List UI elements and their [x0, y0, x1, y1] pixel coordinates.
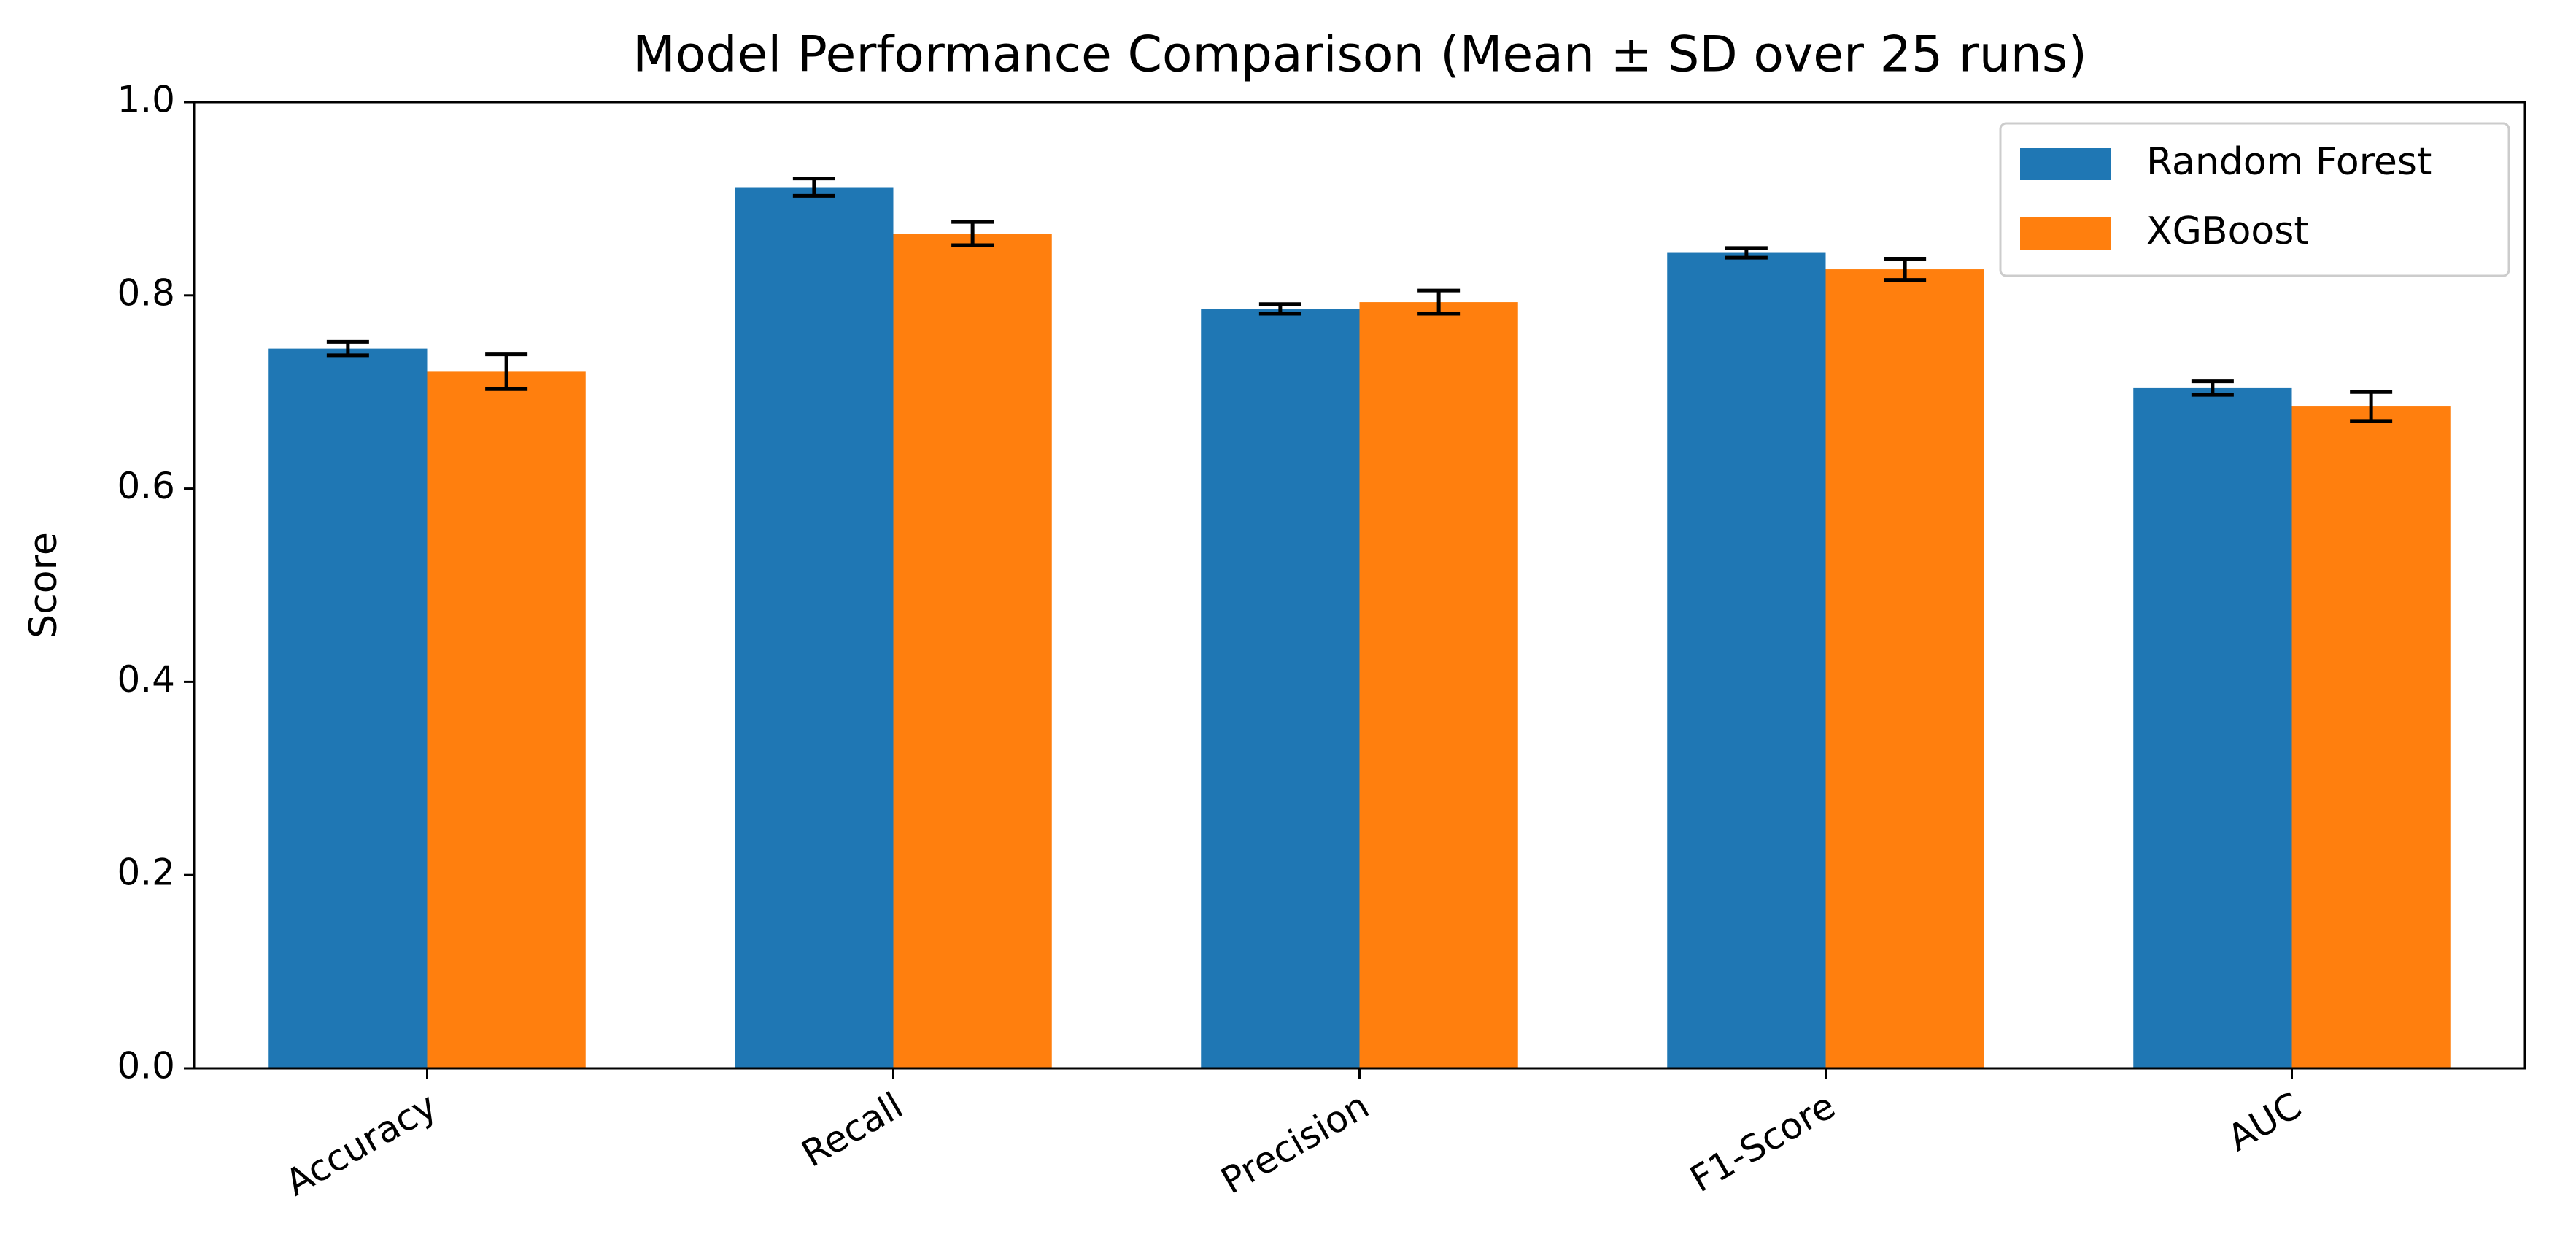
- bar: [893, 234, 1052, 1069]
- y-tick-label: 0.8: [117, 271, 175, 314]
- bar: [427, 371, 586, 1068]
- chart-title: Model Performance Comparison (Mean ± SD …: [633, 26, 2087, 84]
- y-tick-label: 0.4: [117, 658, 175, 701]
- bar: [268, 348, 428, 1068]
- bar: [735, 187, 894, 1069]
- error-bar: [2191, 379, 2234, 397]
- x-tick-label: Recall: [794, 1084, 910, 1176]
- error-bar: [1884, 256, 1927, 282]
- error-bar: [2350, 390, 2393, 423]
- error-bar: [1417, 288, 1461, 316]
- bar: [1201, 309, 1360, 1069]
- error-bar: [792, 177, 835, 198]
- legend-swatch: [2020, 148, 2111, 180]
- legend-swatch: [2020, 217, 2111, 250]
- bar: [1667, 252, 1826, 1069]
- y-tick-label: 0.2: [117, 852, 175, 894]
- bar: [1825, 269, 1984, 1068]
- x-tick-label: Precision: [1214, 1084, 1376, 1203]
- error-bar: [1258, 302, 1301, 316]
- legend-box: [1999, 122, 2510, 277]
- bar: [1359, 302, 1518, 1068]
- error-bar: [1725, 246, 1768, 260]
- y-tick-label: 0.6: [117, 465, 175, 507]
- bar: [2291, 406, 2451, 1068]
- x-tick-label: AUC: [2221, 1084, 2309, 1160]
- error-bar: [326, 339, 369, 358]
- y-tick-label: 1.0: [117, 79, 175, 121]
- legend-label: XGBoost: [2146, 209, 2309, 253]
- error-bar: [485, 352, 528, 391]
- y-tick-label: 0.0: [117, 1045, 175, 1087]
- bar: [2133, 387, 2292, 1068]
- legend-label: Random Forest: [2146, 140, 2432, 184]
- error-bar: [951, 220, 994, 247]
- x-tick-label: F1-Score: [1683, 1084, 1842, 1201]
- x-tick-label: Accuracy: [279, 1084, 444, 1204]
- y-axis-label: Score: [22, 532, 66, 639]
- plot-frame: [193, 101, 2526, 1070]
